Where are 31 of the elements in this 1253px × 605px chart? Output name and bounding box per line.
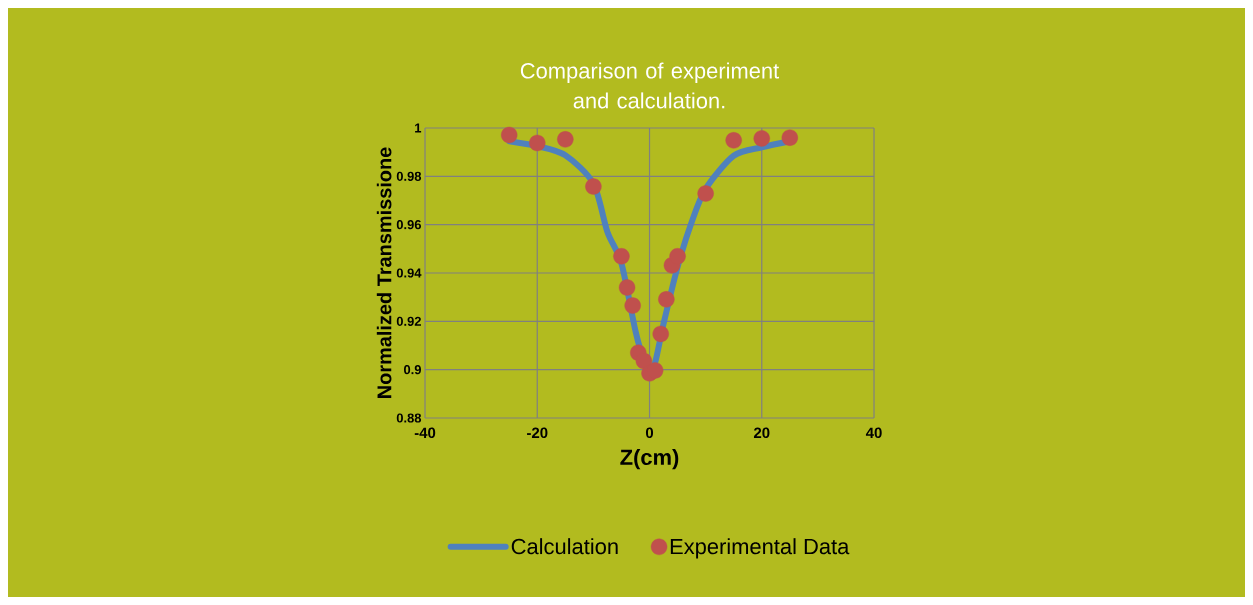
x-tick-label: 20 (753, 427, 770, 439)
point (529, 134, 546, 152)
x-tick-label: 40 (865, 427, 882, 439)
point (618, 279, 636, 296)
point (753, 130, 770, 147)
y-tick-label: 0.92 (396, 316, 421, 326)
y-axis-title: Normalized Transmissione (376, 147, 392, 398)
point (624, 297, 641, 314)
point (669, 248, 686, 265)
legend-label: Experimental Data (670, 538, 850, 559)
point (725, 132, 742, 149)
legend-label: Calculation (511, 538, 618, 555)
point (557, 131, 574, 148)
y-tick-label: 0.98 (396, 171, 422, 181)
point (613, 248, 630, 265)
y-tick-label: 0.96 (396, 220, 422, 230)
point (585, 178, 602, 195)
x-tick-label: -20 (527, 427, 548, 439)
x-tick-label: -40 (414, 427, 436, 439)
y-tick-label: 1 (415, 123, 422, 133)
y-tick-label: 0.94 (396, 268, 422, 278)
point (652, 325, 669, 343)
y-tick-label: 0.88 (396, 413, 422, 423)
chart-title: Comparison of experiment and calculation. (520, 62, 780, 109)
point (658, 291, 675, 308)
x-tick-label: 0 (645, 427, 654, 439)
y-tick-label: 0.9 (404, 365, 422, 375)
point (697, 185, 714, 202)
point (781, 129, 799, 146)
point (501, 126, 518, 144)
x-axis-title: Z(cm) (620, 448, 679, 470)
